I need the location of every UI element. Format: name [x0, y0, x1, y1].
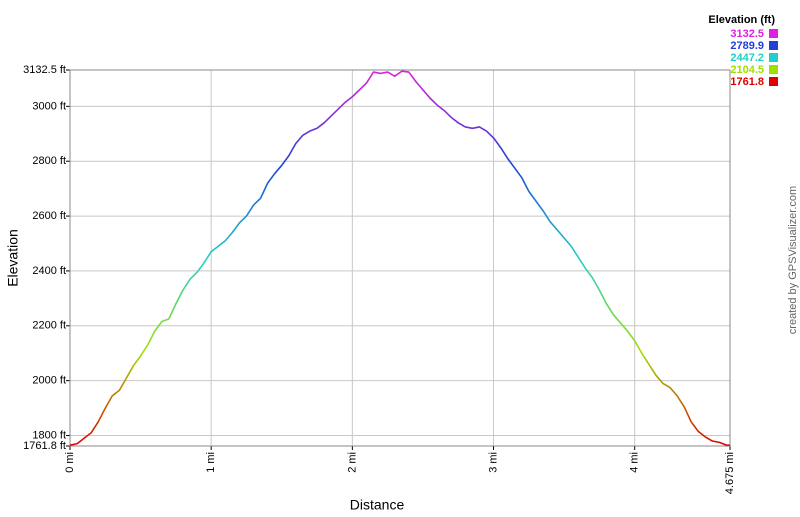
x-tick-label: 4.675 mi — [724, 452, 736, 494]
y-tick-label: 2600 ft — [32, 210, 66, 222]
y-axis-title: Elevation — [5, 229, 21, 287]
credit: created by GPSVisualizer.com — [787, 186, 799, 334]
legend-title: Elevation (ft) — [708, 14, 775, 26]
x-tick-label: 0 mi — [64, 452, 76, 473]
elevation-line — [69, 70, 730, 446]
legend-label: 2447.2 — [730, 52, 764, 64]
legend-label: 1761.8 — [730, 76, 764, 88]
legend-swatch — [769, 41, 778, 50]
y-tick-label: 2200 ft — [32, 320, 66, 332]
legend-swatch — [769, 29, 778, 38]
x-tick-label: 2 mi — [346, 452, 358, 473]
y-tick-label: 1761.8 ft — [23, 440, 66, 452]
legend-label: 2789.9 — [730, 40, 764, 52]
legend-label: 2104.5 — [730, 64, 764, 76]
y-tick-label: 2800 ft — [32, 155, 66, 167]
legend-swatch — [769, 53, 778, 62]
legend-swatch — [769, 77, 778, 86]
x-tick-label: 4 mi — [629, 452, 641, 473]
plot-border — [69, 69, 731, 447]
y-tick-label: 1800 ft — [32, 429, 66, 441]
y-tick-label: 3132.5 ft — [23, 64, 66, 76]
x-tick-label: 1 mi — [205, 452, 217, 473]
y-tick-label: 2400 ft — [32, 265, 66, 277]
x-tick-label: 3 mi — [487, 452, 499, 473]
legend-label: 3132.5 — [730, 28, 764, 40]
x-axis-title: Distance — [350, 497, 405, 513]
legend-swatch — [769, 65, 778, 74]
y-tick-label: 2000 ft — [32, 375, 66, 387]
y-tick-label: 3000 ft — [32, 100, 66, 112]
